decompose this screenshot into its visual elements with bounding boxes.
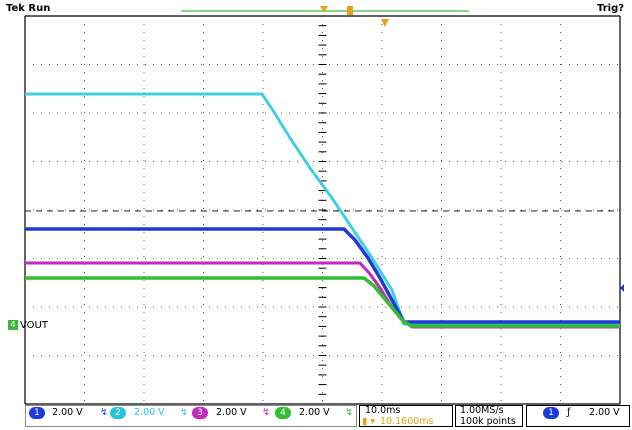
vout-label: 4 VOUT xyxy=(8,320,48,332)
ch4-trace xyxy=(25,276,620,328)
ch2-chip[interactable]: 2 xyxy=(110,407,126,419)
ch1-offset-marker[interactable] xyxy=(620,284,624,292)
graticule xyxy=(24,15,621,405)
run-status: Tek Run xyxy=(6,3,51,14)
sample-rate: 1.00MS/s xyxy=(460,405,504,416)
waveform-traces xyxy=(25,92,620,329)
trigger-position-icon: ▮ ▾ xyxy=(362,416,376,427)
trigger-level: 2.00 V xyxy=(589,407,620,418)
trigger-slope-icon: ƒ xyxy=(567,407,571,418)
ch1-scale: 2.00 V xyxy=(52,407,83,418)
readout-bar: 1 2.00 V ↯ 2 2.00 V ↯ 3 2.00 V ↯ 4 2.00 … xyxy=(0,404,632,430)
bandwidth-limit-icon: ↯ xyxy=(100,407,108,418)
ch4-chip[interactable]: 4 xyxy=(275,407,291,419)
horizontal-position-marker[interactable] xyxy=(381,19,389,27)
bandwidth-limit-icon: ↯ xyxy=(345,407,353,418)
timebase-panel[interactable] xyxy=(359,405,453,427)
acquisition-panel[interactable] xyxy=(455,405,523,427)
ch4-scale: 2.00 V xyxy=(299,407,330,418)
timebase-scale: 10.0ms xyxy=(365,405,401,416)
ch1-trace xyxy=(25,227,620,324)
trigger-panel[interactable] xyxy=(526,405,630,427)
ch3-scale: 2.00 V xyxy=(216,407,247,418)
ch3-chip[interactable]: 3 xyxy=(192,407,208,419)
ch2-scale: 2.00 V xyxy=(134,407,165,418)
record-length: 100k points xyxy=(460,416,516,427)
expansion-point-marker[interactable] xyxy=(347,6,353,15)
trigger-source-chip[interactable]: 1 xyxy=(543,407,559,419)
trigger-position-marker[interactable] xyxy=(320,6,328,13)
ch1-chip[interactable]: 1 xyxy=(29,407,45,419)
bandwidth-limit-icon: ↯ xyxy=(262,407,270,418)
timebase-position: 10.1600ms xyxy=(380,416,434,427)
trigger-status: Trig? xyxy=(597,3,625,14)
ch4-reference-badge[interactable]: 4 xyxy=(8,320,18,330)
ch2-trace xyxy=(25,92,620,326)
vout-label-text: VOUT xyxy=(20,320,48,331)
bandwidth-limit-icon: ↯ xyxy=(180,407,188,418)
channel-readout-panel xyxy=(25,405,357,427)
